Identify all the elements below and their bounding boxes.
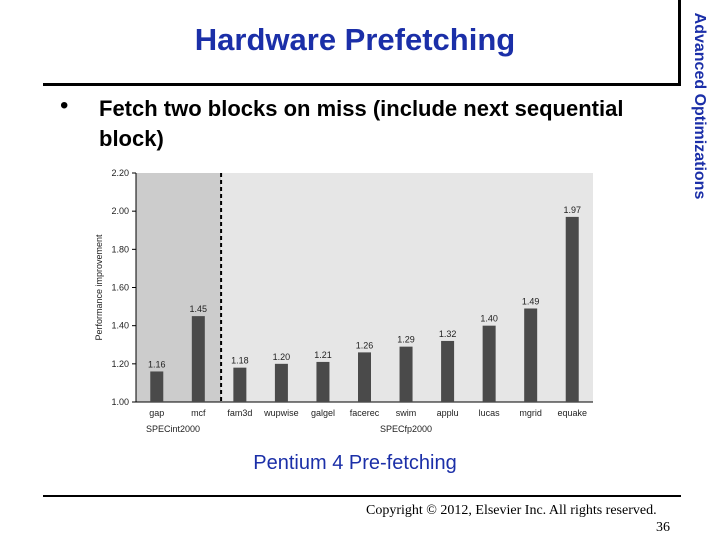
page-number: 36 xyxy=(656,520,670,535)
bar xyxy=(565,216,579,402)
bar-value-label: 1.45 xyxy=(190,304,208,314)
y-tick-label: 2.20 xyxy=(111,168,129,178)
bar-value-label: 1.18 xyxy=(231,356,249,366)
y-tick-label: 1.40 xyxy=(111,321,129,331)
side-divider xyxy=(678,0,681,84)
footer-rule xyxy=(43,495,681,497)
bar-value-label: 1.40 xyxy=(480,314,498,324)
group-label: SPECint2000 xyxy=(146,424,200,434)
category-label: gap xyxy=(149,408,164,418)
title-rule xyxy=(43,83,681,86)
category-label: wupwise xyxy=(263,408,299,418)
category-label: swim xyxy=(396,408,417,418)
category-label: mgrid xyxy=(519,408,542,418)
category-label: applu xyxy=(437,408,459,418)
bar-value-label: 1.29 xyxy=(397,335,415,345)
bar xyxy=(524,308,538,402)
category-label: galgel xyxy=(311,408,335,418)
slide-title: Hardware Prefetching xyxy=(194,22,516,57)
y-tick-label: 1.60 xyxy=(111,283,129,293)
bar-chart: 1.00 1.20 1.40 1.60 1.80 2.00 2.20 Performance … xyxy=(94,168,593,434)
bullet-marker: • xyxy=(60,92,69,119)
bar-value-label: 1.21 xyxy=(314,350,332,360)
y-axis-label: Performance improvement xyxy=(94,234,104,341)
bar xyxy=(399,346,413,402)
bar-value-label: 1.26 xyxy=(356,340,374,350)
bar-value-label: 1.32 xyxy=(439,329,457,339)
y-tick-label: 2.00 xyxy=(111,206,129,216)
chart-caption: Pentium 4 Pre-fetching xyxy=(253,452,457,474)
bar xyxy=(274,363,288,402)
int-region-background xyxy=(136,173,222,402)
bar-value-label: 1.16 xyxy=(148,359,166,369)
bar-value-label: 1.49 xyxy=(522,296,540,306)
y-tick-label: 1.80 xyxy=(111,244,129,254)
copyright: Copyright © 2012, Elsevier Inc. All righ… xyxy=(366,503,657,518)
bar-value-label: 1.20 xyxy=(273,352,291,362)
group-label: SPECfp2000 xyxy=(380,424,432,434)
bar-value-label: 1.97 xyxy=(563,205,581,215)
side-bar xyxy=(678,0,720,500)
category-label: lucas xyxy=(479,408,501,418)
y-tick-label: 1.20 xyxy=(111,359,129,369)
bar xyxy=(441,340,455,402)
bar xyxy=(358,352,371,402)
bar xyxy=(191,316,205,402)
bullet-text: Fetch two blocks on miss (include next s… xyxy=(99,96,624,151)
category-label: facerec xyxy=(350,408,380,418)
bar xyxy=(233,367,247,402)
category-label: mcf xyxy=(191,408,206,418)
y-tick-label: 1.00 xyxy=(111,397,129,407)
bar xyxy=(150,371,164,402)
category-label: fam3d xyxy=(227,408,252,418)
category-label: equake xyxy=(557,408,587,418)
bar xyxy=(316,361,330,402)
bar xyxy=(482,325,496,402)
